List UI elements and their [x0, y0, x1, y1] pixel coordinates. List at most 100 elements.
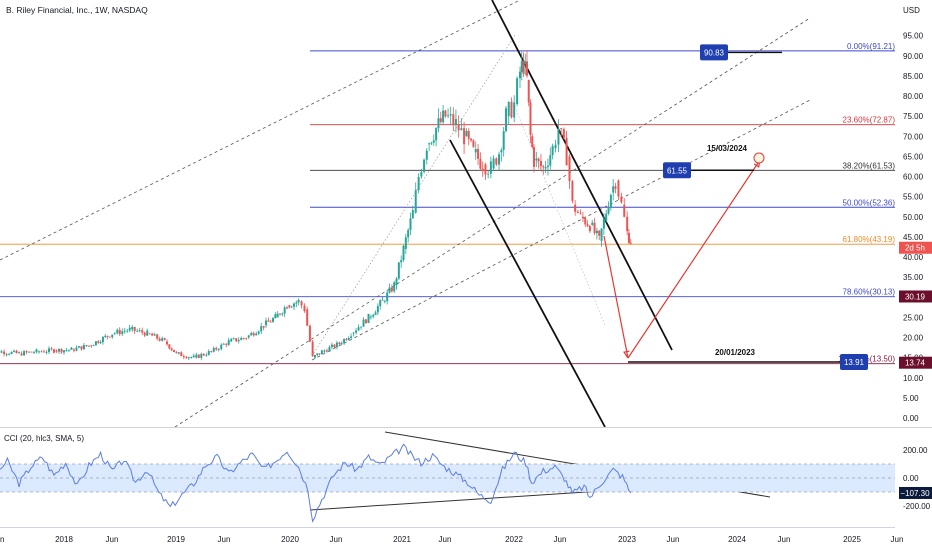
- candle-body: [600, 228, 603, 241]
- currency-label: USD: [903, 6, 920, 15]
- rally-dotted: [311, 34, 516, 357]
- candle-body: [479, 158, 482, 169]
- price-label-text: 61.55: [667, 166, 688, 175]
- chart-title: B. Riley Financial, Inc., 1W, NASDAQ: [6, 5, 148, 15]
- candle-body: [439, 118, 442, 123]
- candle-body: [369, 316, 372, 318]
- candle-body: [516, 78, 519, 105]
- candle-body: [60, 349, 63, 353]
- candle-body: [333, 344, 336, 348]
- price-axis-badge-text: 13.74: [905, 359, 926, 368]
- price-tick-label: 60.00: [903, 173, 924, 182]
- time-tick-label: Jun: [106, 535, 119, 544]
- candle-body: [200, 353, 203, 358]
- candle-body: [409, 218, 412, 231]
- price-tick-label: 75.00: [903, 112, 924, 121]
- candle-body: [529, 102, 532, 135]
- candle-body: [92, 345, 95, 346]
- price-tick-label: 45.00: [903, 233, 924, 242]
- candle-body: [402, 245, 405, 261]
- candle-body: [522, 61, 525, 74]
- cci-pane: [0, 443, 895, 523]
- candle-body: [23, 351, 26, 356]
- candle-body: [151, 333, 154, 336]
- candle-body: [524, 61, 527, 64]
- candle-body: [121, 331, 124, 335]
- candle-body: [131, 327, 134, 330]
- candle-body: [308, 325, 311, 342]
- candle-body: [539, 161, 542, 167]
- candle-body: [400, 260, 403, 263]
- candle-body: [13, 350, 16, 352]
- candle-body: [355, 330, 358, 333]
- time-tick-label: Jun: [778, 535, 791, 544]
- candle-body: [3, 351, 6, 355]
- candle-body: [393, 282, 396, 292]
- fib-levels-layer: 0.00%(91.21) 23.60%(72.87) 38.20%(61.53) 50…: [0, 42, 896, 365]
- candle-body: [283, 307, 286, 314]
- fib-level-label: 78.60%(30.13): [843, 288, 896, 297]
- price-axis[interactable]: 95.00 90.00 85.00 80.00 75.00 70.00 65.00 60.00…: [899, 32, 932, 423]
- candle-body: [250, 333, 253, 336]
- candle-body: [94, 341, 97, 346]
- time-tick-label: Jun: [891, 535, 904, 544]
- time-tick-label: Jun: [0, 535, 4, 544]
- candle-body: [5, 353, 8, 355]
- candle-body: [148, 333, 151, 335]
- candle-body: [388, 287, 391, 293]
- candle-body: [177, 352, 180, 354]
- candle-body: [163, 338, 166, 340]
- price-tick-label: 80.00: [903, 92, 924, 101]
- candle-body: [531, 136, 534, 148]
- candle-body: [395, 278, 398, 286]
- fib-level-label: 23.60%(72.87): [843, 116, 896, 125]
- candle-body: [262, 326, 265, 328]
- time-axis[interactable]: Jun 2018 Jun 2019 Jun 2020 Jun 2021 Jun 2022 Jun 20…: [0, 535, 903, 544]
- candle-body: [520, 61, 523, 72]
- cci-line: [0, 443, 632, 523]
- candle-body: [593, 222, 596, 234]
- date-annotation: 20/01/2023: [715, 348, 756, 357]
- candles-layer: [0, 50, 632, 361]
- candle-body: [542, 166, 545, 168]
- candle-body: [574, 204, 577, 212]
- candle-body: [345, 339, 348, 340]
- candle-body: [230, 338, 233, 342]
- candle-body: [232, 338, 235, 340]
- candle-body: [527, 79, 530, 103]
- candle-body: [602, 218, 605, 229]
- candle-body: [195, 354, 198, 358]
- candle-body: [435, 127, 438, 141]
- candle-body: [215, 347, 218, 350]
- overlay-layer: 90.83 61.55 13.91 15/03/2024 20/01/2023: [603, 44, 868, 371]
- date-annotation: 15/03/2024: [707, 144, 748, 153]
- candle-body: [417, 177, 420, 191]
- candle-body: [108, 336, 111, 338]
- candle-body: [85, 345, 88, 347]
- price-axis-badge: [899, 241, 932, 254]
- candle-body: [586, 224, 589, 227]
- candle-body: [158, 338, 161, 341]
- candle-body: [255, 333, 258, 336]
- candle-body: [474, 149, 477, 153]
- candle-body: [551, 146, 554, 156]
- candle-body: [311, 341, 314, 357]
- candle-body: [532, 147, 535, 167]
- cci-axis[interactable]: 200.00 0.00 -200.00 −107.30: [899, 446, 932, 511]
- time-tick-label: 2025: [843, 535, 861, 544]
- candle-body: [423, 159, 426, 172]
- candle-body: [598, 230, 601, 236]
- candle-body: [313, 355, 316, 358]
- target-marker: [753, 152, 765, 164]
- price-tick-label: 35.00: [903, 273, 924, 282]
- candle-body: [325, 350, 328, 352]
- candle-body: [247, 335, 250, 338]
- candle-body: [207, 351, 210, 355]
- candle-body: [192, 355, 195, 358]
- candle-body: [457, 124, 460, 131]
- candle-body: [571, 181, 574, 201]
- candle-body: [57, 349, 60, 352]
- candle-body: [449, 114, 452, 116]
- price-axis-badge: [899, 356, 932, 369]
